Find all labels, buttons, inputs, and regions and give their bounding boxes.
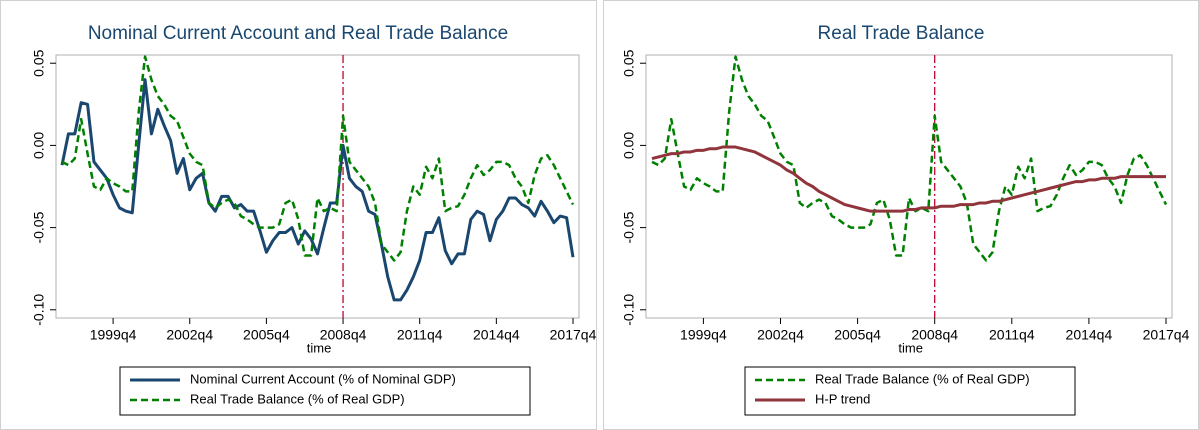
x-tick-label: 2008q4 bbox=[911, 327, 958, 343]
legend-label: Nominal Current Account (% of Nominal GD… bbox=[190, 371, 456, 386]
y-tick-label: -0.10 bbox=[31, 294, 47, 326]
x-axis-label: time bbox=[307, 340, 332, 355]
y-tick-label: 0.00 bbox=[31, 132, 47, 159]
chart-title: Nominal Current Account and Real Trade B… bbox=[88, 23, 508, 44]
legend-label: Real Trade Balance (% of Real GDP) bbox=[190, 391, 405, 406]
y-tick-label: -0.10 bbox=[621, 294, 637, 326]
y-tick-label: -0.05 bbox=[31, 211, 47, 243]
y-tick-label: 0.05 bbox=[31, 49, 47, 76]
x-tick-label: 2014q4 bbox=[473, 327, 520, 343]
x-tick-label: 2005q4 bbox=[243, 327, 290, 343]
y-tick-label: 0.05 bbox=[621, 49, 637, 76]
chart-title: Real Trade Balance bbox=[818, 23, 985, 44]
series-line bbox=[60, 78, 575, 302]
series-line bbox=[651, 145, 1166, 213]
x-tick-label: 2005q4 bbox=[834, 327, 881, 343]
legend-label: H-P trend bbox=[815, 391, 870, 406]
x-tick-label: 2002q4 bbox=[757, 327, 804, 343]
x-tick-label: 1999q4 bbox=[680, 327, 727, 343]
y-tick-label: -0.05 bbox=[621, 211, 637, 243]
series-line bbox=[651, 55, 1168, 262]
x-tick-label: 1999q4 bbox=[90, 327, 137, 343]
x-tick-label: 2011q4 bbox=[989, 327, 1035, 343]
x-axis-label: time bbox=[898, 340, 923, 355]
x-tick-label: 2008q4 bbox=[320, 327, 367, 343]
x-tick-label: 2017q4 bbox=[1143, 327, 1190, 343]
x-tick-label: 2014q4 bbox=[1066, 327, 1113, 343]
plot-area bbox=[645, 54, 1173, 319]
y-tick-label: 0.00 bbox=[621, 132, 637, 159]
x-tick-label: 2017q4 bbox=[550, 327, 597, 343]
legend-box bbox=[119, 366, 531, 416]
x-tick-label: 2002q4 bbox=[166, 327, 213, 343]
legend-label: Real Trade Balance (% of Real GDP) bbox=[815, 371, 1030, 386]
legend-box bbox=[744, 366, 1076, 416]
x-tick-label: 2011q4 bbox=[397, 327, 443, 343]
